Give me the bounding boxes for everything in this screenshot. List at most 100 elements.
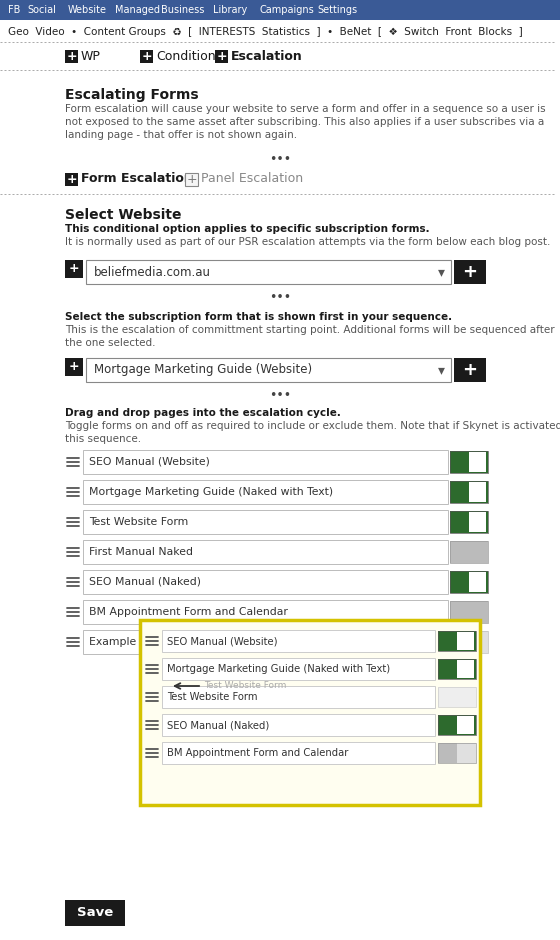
Text: Form escalation will cause your website to serve a form and offer in a sequence : Form escalation will cause your website … <box>65 104 545 114</box>
Bar <box>457 716 474 734</box>
Text: WP: WP <box>81 50 101 62</box>
Bar <box>450 541 488 563</box>
Bar <box>454 260 486 284</box>
Text: Toggle forms on and off as required to include or exclude them. Note that if Sky: Toggle forms on and off as required to i… <box>65 421 560 431</box>
Bar <box>457 660 474 678</box>
Text: +: + <box>186 173 197 186</box>
Text: landing page - that offer is not shown again.: landing page - that offer is not shown a… <box>65 130 297 140</box>
Text: Conditional: Conditional <box>156 50 227 62</box>
Bar <box>450 601 488 623</box>
Text: Social: Social <box>27 5 56 15</box>
Bar <box>450 631 488 653</box>
Bar <box>438 687 476 707</box>
Text: +: + <box>66 50 77 63</box>
Bar <box>450 481 488 503</box>
Text: Mortgage Marketing Guide (Naked with Text): Mortgage Marketing Guide (Naked with Tex… <box>89 487 333 497</box>
Bar <box>140 50 153 63</box>
Bar <box>65 50 78 63</box>
Text: •••: ••• <box>269 153 291 166</box>
Text: Managed: Managed <box>114 5 160 15</box>
Bar <box>162 630 435 652</box>
Bar <box>65 358 83 376</box>
Bar <box>450 601 488 623</box>
Bar <box>438 631 476 651</box>
Bar <box>450 631 488 653</box>
Text: Test Website Form: Test Website Form <box>89 517 188 527</box>
Text: Drag and drop pages into the escalation cycle.: Drag and drop pages into the escalation … <box>65 408 341 418</box>
Bar <box>438 715 476 735</box>
Bar <box>457 632 474 650</box>
Text: +: + <box>216 50 227 63</box>
Bar <box>65 260 83 278</box>
Text: +: + <box>69 361 80 373</box>
Text: +: + <box>141 50 152 63</box>
Text: Campaigns: Campaigns <box>259 5 314 15</box>
Bar <box>162 742 435 764</box>
Bar <box>86 260 451 284</box>
Bar <box>469 512 486 532</box>
Bar <box>140 620 480 805</box>
Bar <box>469 482 486 502</box>
Text: +: + <box>463 263 478 281</box>
Bar <box>450 571 488 593</box>
Bar <box>438 631 476 651</box>
Text: BM Appointment Form and Calendar: BM Appointment Form and Calendar <box>89 607 288 617</box>
Text: +: + <box>66 173 77 186</box>
Text: Panel Escalation: Panel Escalation <box>201 173 303 185</box>
Text: Mortgage Marketing Guide (Website): Mortgage Marketing Guide (Website) <box>94 364 312 377</box>
Text: Website: Website <box>68 5 107 15</box>
Text: Save: Save <box>77 906 113 919</box>
Bar <box>162 714 435 736</box>
Text: Mortgage Marketing Guide (Naked with Text): Mortgage Marketing Guide (Naked with Tex… <box>167 664 390 674</box>
Bar <box>454 358 486 382</box>
Text: Business: Business <box>161 5 204 15</box>
Text: •••: ••• <box>269 291 291 305</box>
Bar <box>469 452 486 472</box>
Bar <box>83 630 448 654</box>
Text: First Manual Naked: First Manual Naked <box>89 547 193 557</box>
Bar <box>438 743 457 763</box>
Bar <box>162 686 435 708</box>
Bar <box>438 715 476 735</box>
Text: not exposed to the same asset after subscribing. This also applies if a user sub: not exposed to the same asset after subs… <box>65 117 544 127</box>
Text: Select the subscription form that is shown first in your sequence.: Select the subscription form that is sho… <box>65 312 452 322</box>
Bar <box>450 511 488 533</box>
Bar <box>0 0 560 20</box>
Text: beliefmedia.com.au: beliefmedia.com.au <box>94 265 211 278</box>
Bar <box>438 659 476 679</box>
Bar <box>65 900 125 926</box>
Text: SEO Manual (Website): SEO Manual (Website) <box>167 636 278 646</box>
Bar <box>185 173 198 186</box>
Text: Select Website: Select Website <box>65 208 181 222</box>
Bar <box>215 50 228 63</box>
Text: this sequence.: this sequence. <box>65 434 141 444</box>
Bar <box>83 480 448 504</box>
Bar <box>83 570 448 594</box>
Bar <box>469 572 486 592</box>
Text: Escalation: Escalation <box>231 50 303 62</box>
Bar <box>83 510 448 534</box>
Bar <box>162 658 435 680</box>
Text: Library: Library <box>213 5 248 15</box>
Bar <box>83 450 448 474</box>
Text: +: + <box>463 361 478 379</box>
Text: Form Escalation: Form Escalation <box>81 173 193 185</box>
Bar <box>450 451 488 473</box>
Bar <box>438 687 476 707</box>
Text: SEO Manual (Naked): SEO Manual (Naked) <box>89 577 201 587</box>
Bar <box>86 358 451 382</box>
Text: FB: FB <box>8 5 20 15</box>
Bar <box>83 600 448 624</box>
Text: SEO Manual (Website): SEO Manual (Website) <box>89 457 210 467</box>
Text: ▾: ▾ <box>437 363 445 377</box>
Bar <box>450 541 488 563</box>
Text: This conditional option applies to specific subscription forms.: This conditional option applies to speci… <box>65 224 430 234</box>
Bar <box>457 743 476 763</box>
Bar <box>438 659 476 679</box>
Bar <box>83 540 448 564</box>
Bar <box>450 571 488 593</box>
Bar <box>65 173 78 186</box>
Text: This is the escalation of committment starting point. Additional forms will be s: This is the escalation of committment st… <box>65 325 554 335</box>
Text: It is normally used as part of our PSR escalation attempts via the form below ea: It is normally used as part of our PSR e… <box>65 237 550 247</box>
Bar <box>438 743 476 763</box>
